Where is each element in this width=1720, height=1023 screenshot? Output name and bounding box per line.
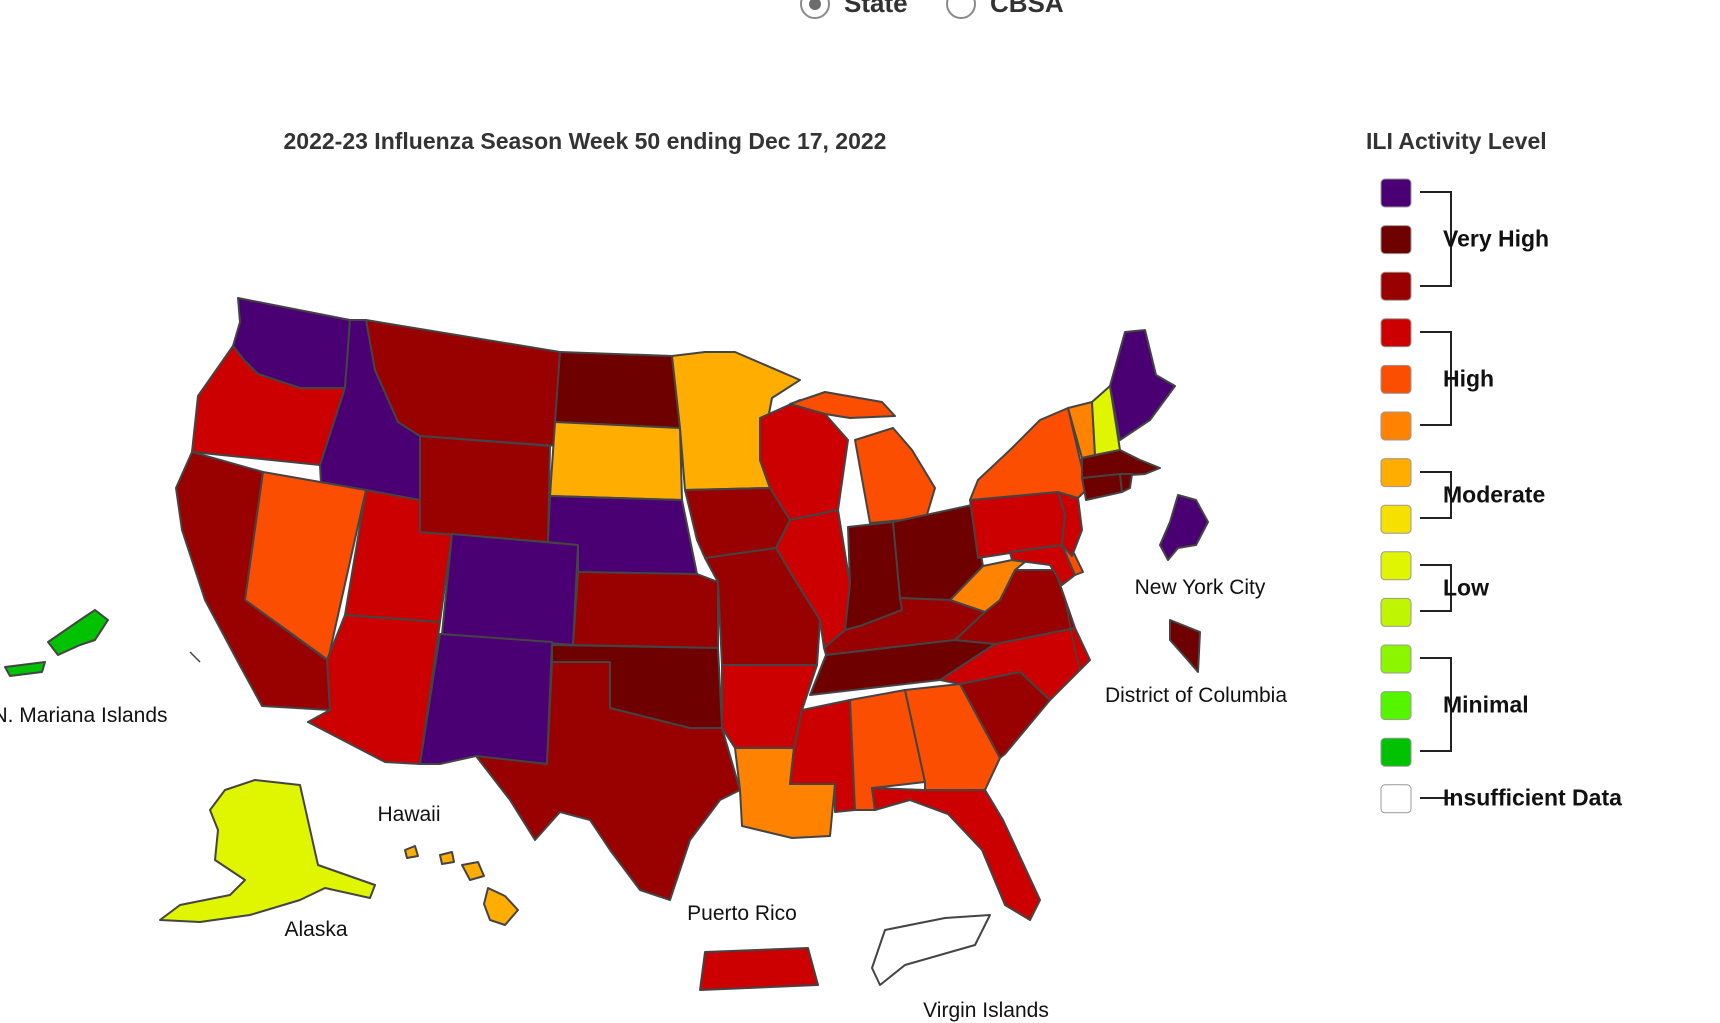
legend-swatch-very-high-11 xyxy=(1380,271,1412,301)
hawaii-kauai-region[interactable] xyxy=(404,845,419,859)
legend-brackets xyxy=(1420,191,1452,799)
legend-title: ILI Activity Level xyxy=(1366,128,1547,154)
district-of-columbia-label: District of Columbia xyxy=(1104,684,1288,707)
legend-swatch-low-4 xyxy=(1380,597,1412,627)
legend-swatch-moderate-7 xyxy=(1380,458,1412,488)
legend-swatch-high-10 xyxy=(1380,318,1412,348)
bracket-low xyxy=(1420,564,1452,612)
legend-swatch-high-9 xyxy=(1380,364,1412,394)
cbsa-radio-option[interactable]: CBSA xyxy=(946,0,1064,19)
legend-label-low: Low xyxy=(1443,574,1489,601)
legend-label-insufficient-data: Insufficient Data xyxy=(1443,784,1622,811)
legend-swatch-low-5 xyxy=(1380,551,1412,581)
michigan-region[interactable] xyxy=(854,427,936,524)
hawaii-region[interactable] xyxy=(483,887,519,926)
puerto-rico-label: Puerto Rico xyxy=(687,902,797,925)
state-radio-option[interactable]: State xyxy=(800,0,908,19)
state-radio-button[interactable] xyxy=(800,0,830,19)
new-mexico-region[interactable] xyxy=(419,633,553,765)
bracket-minimal xyxy=(1420,657,1452,752)
legend-swatch-minimal-3 xyxy=(1380,644,1412,674)
rhode-island-region[interactable] xyxy=(1119,473,1133,493)
south-dakota-region[interactable] xyxy=(549,421,683,501)
n-mariana-islands-region[interactable] xyxy=(47,609,109,656)
texas-region[interactable] xyxy=(475,661,741,901)
new-york-region[interactable] xyxy=(969,407,1087,501)
legend-label-minimal: Minimal xyxy=(1443,691,1529,718)
legend-swatch-very-high-13 xyxy=(1380,178,1412,208)
district-of-columbia-region[interactable] xyxy=(1169,619,1201,673)
bracket-very-high xyxy=(1420,191,1452,287)
arizona-region[interactable] xyxy=(307,614,441,765)
puerto-rico-region[interactable] xyxy=(699,947,819,991)
colorado-region[interactable] xyxy=(441,533,579,646)
west-virginia-region[interactable] xyxy=(949,559,1026,613)
legend-label-high: High xyxy=(1443,365,1495,392)
legend-swatch-minimal-1 xyxy=(1380,737,1412,767)
virgin-islands-label: Virgin Islands xyxy=(923,999,1049,1022)
cbsa-radio-button[interactable] xyxy=(946,0,976,19)
legend-swatch-high-8 xyxy=(1380,411,1412,441)
bracket-moderate xyxy=(1420,471,1452,519)
florida-region[interactable] xyxy=(871,787,1041,921)
north-carolina-region[interactable] xyxy=(939,627,1091,701)
legend-swatch-minimal-2 xyxy=(1380,691,1412,721)
n-mariana-islands-south-region[interactable] xyxy=(4,661,46,677)
new-york-city-label: New York City xyxy=(1134,576,1266,599)
virgin-islands-region[interactable] xyxy=(871,914,991,986)
us-ili-activity-map xyxy=(4,297,1209,991)
north-dakota-region[interactable] xyxy=(554,351,681,429)
legend-swatch-insufficient-data xyxy=(1380,784,1412,814)
legend-swatch-moderate-6 xyxy=(1380,504,1412,534)
wyoming-region[interactable] xyxy=(419,435,551,543)
n-mariana-islands-label: N. Mariana Islands xyxy=(0,704,168,727)
hawaii-label: Hawaii xyxy=(377,803,441,826)
michigan-up-region[interactable] xyxy=(789,391,896,419)
new-york-city-region[interactable] xyxy=(1159,494,1209,561)
map-title: 2022-23 Influenza Season Week 50 ending … xyxy=(283,128,887,154)
alaska-label: Alaska xyxy=(284,918,348,941)
map-detail-lines xyxy=(189,599,1081,671)
kansas-region[interactable] xyxy=(572,571,719,649)
maine-region[interactable] xyxy=(1109,329,1176,441)
legend-label-very-high: Very High xyxy=(1443,225,1550,252)
cbsa-radio-label: CBSA xyxy=(990,0,1064,18)
bracket-high xyxy=(1420,331,1452,426)
state-radio-label: State xyxy=(844,0,908,18)
ili-activity-legend xyxy=(1380,178,1452,814)
hawaii-oahu-region[interactable] xyxy=(439,851,455,865)
legend-swatch-very-high-12 xyxy=(1380,225,1412,255)
hawaii-maui-region[interactable] xyxy=(461,861,485,881)
legend-label-moderate: Moderate xyxy=(1443,481,1546,508)
alaska-region[interactable] xyxy=(159,779,376,923)
connecticut-region[interactable] xyxy=(1081,473,1123,501)
